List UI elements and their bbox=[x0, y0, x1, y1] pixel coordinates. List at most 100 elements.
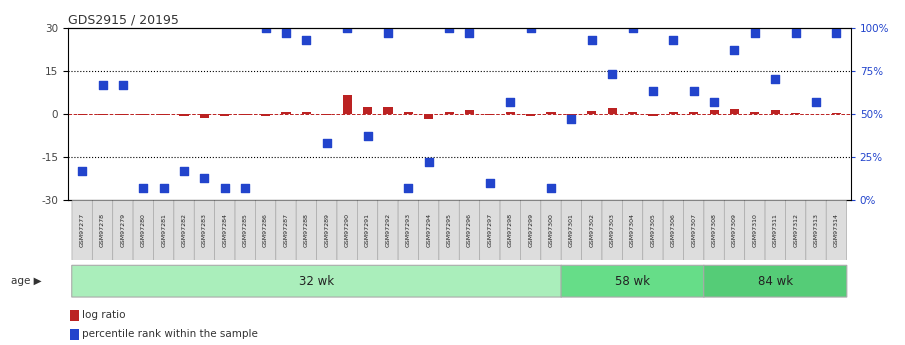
Point bbox=[176, 168, 191, 174]
Point bbox=[829, 30, 843, 36]
Text: GSM97301: GSM97301 bbox=[569, 213, 574, 247]
FancyBboxPatch shape bbox=[826, 201, 846, 260]
FancyBboxPatch shape bbox=[459, 201, 480, 260]
Bar bbox=[689, 112, 699, 114]
Text: GSM97304: GSM97304 bbox=[630, 213, 635, 247]
FancyBboxPatch shape bbox=[745, 201, 765, 260]
Text: GSM97306: GSM97306 bbox=[671, 213, 676, 247]
FancyBboxPatch shape bbox=[255, 201, 276, 260]
Text: GSM97283: GSM97283 bbox=[202, 213, 207, 247]
Bar bbox=[404, 111, 413, 114]
Point bbox=[585, 37, 599, 42]
Text: GSM97287: GSM97287 bbox=[283, 213, 289, 247]
FancyBboxPatch shape bbox=[500, 201, 520, 260]
Point bbox=[564, 116, 578, 122]
FancyBboxPatch shape bbox=[643, 201, 663, 260]
Bar bbox=[119, 114, 128, 115]
Text: GSM97313: GSM97313 bbox=[814, 213, 818, 247]
Point bbox=[687, 89, 701, 94]
Point bbox=[523, 25, 538, 30]
Point bbox=[95, 82, 110, 87]
Text: GDS2915 / 20195: GDS2915 / 20195 bbox=[68, 13, 179, 27]
Point bbox=[319, 140, 334, 146]
Bar bbox=[669, 111, 678, 114]
Bar bbox=[138, 114, 148, 115]
Text: 84 wk: 84 wk bbox=[757, 275, 793, 288]
Text: GSM97298: GSM97298 bbox=[508, 213, 513, 247]
FancyBboxPatch shape bbox=[561, 201, 582, 260]
Point bbox=[197, 175, 212, 180]
FancyBboxPatch shape bbox=[561, 265, 704, 297]
Bar bbox=[159, 114, 168, 115]
Text: GSM97312: GSM97312 bbox=[793, 213, 798, 247]
Point bbox=[748, 30, 762, 36]
Text: age ▶: age ▶ bbox=[11, 276, 42, 286]
Text: GSM97294: GSM97294 bbox=[426, 213, 431, 247]
Bar bbox=[200, 114, 209, 118]
Bar bbox=[607, 108, 617, 114]
Text: GSM97278: GSM97278 bbox=[100, 213, 105, 247]
FancyBboxPatch shape bbox=[765, 201, 786, 260]
Bar bbox=[465, 110, 474, 114]
Bar bbox=[261, 114, 271, 116]
Point bbox=[442, 25, 456, 30]
Bar bbox=[281, 112, 291, 114]
Bar bbox=[220, 114, 230, 116]
Bar bbox=[343, 95, 352, 114]
FancyBboxPatch shape bbox=[214, 201, 235, 260]
FancyBboxPatch shape bbox=[133, 201, 154, 260]
Text: GSM97280: GSM97280 bbox=[141, 213, 146, 247]
Bar bbox=[424, 114, 433, 119]
Text: GSM97288: GSM97288 bbox=[304, 213, 309, 247]
Text: GSM97300: GSM97300 bbox=[548, 213, 554, 247]
FancyBboxPatch shape bbox=[377, 201, 398, 260]
FancyBboxPatch shape bbox=[683, 201, 704, 260]
FancyBboxPatch shape bbox=[174, 201, 195, 260]
FancyBboxPatch shape bbox=[704, 265, 847, 297]
Bar bbox=[832, 113, 841, 114]
Bar bbox=[71, 329, 80, 340]
Point bbox=[809, 99, 824, 105]
Bar bbox=[750, 111, 759, 114]
Bar bbox=[444, 112, 453, 114]
FancyBboxPatch shape bbox=[235, 201, 255, 260]
Text: GSM97309: GSM97309 bbox=[732, 213, 737, 247]
Text: GSM97314: GSM97314 bbox=[834, 213, 839, 247]
FancyBboxPatch shape bbox=[195, 201, 214, 260]
Point bbox=[482, 180, 497, 186]
Point bbox=[503, 99, 518, 105]
FancyBboxPatch shape bbox=[154, 201, 174, 260]
Point bbox=[788, 30, 803, 36]
Bar bbox=[771, 110, 780, 114]
Bar bbox=[710, 110, 719, 114]
Point bbox=[116, 82, 130, 87]
Text: GSM97302: GSM97302 bbox=[589, 213, 595, 247]
Point bbox=[707, 99, 721, 105]
Text: GSM97303: GSM97303 bbox=[610, 213, 614, 247]
FancyBboxPatch shape bbox=[602, 201, 623, 260]
Point bbox=[728, 47, 742, 53]
FancyBboxPatch shape bbox=[398, 201, 418, 260]
Point bbox=[645, 89, 660, 94]
Bar bbox=[485, 114, 494, 115]
Text: GSM97285: GSM97285 bbox=[243, 213, 248, 247]
FancyBboxPatch shape bbox=[71, 265, 561, 297]
Text: GSM97305: GSM97305 bbox=[651, 213, 655, 247]
Text: GSM97295: GSM97295 bbox=[446, 213, 452, 247]
Text: GSM97282: GSM97282 bbox=[182, 213, 186, 247]
Bar bbox=[526, 114, 535, 116]
Bar bbox=[587, 111, 596, 114]
Bar bbox=[78, 114, 87, 115]
FancyBboxPatch shape bbox=[520, 201, 541, 260]
Point bbox=[136, 185, 150, 191]
Bar bbox=[628, 112, 637, 114]
Text: GSM97291: GSM97291 bbox=[365, 213, 370, 247]
Text: GSM97307: GSM97307 bbox=[691, 213, 696, 247]
FancyBboxPatch shape bbox=[623, 201, 643, 260]
FancyBboxPatch shape bbox=[276, 201, 296, 260]
Text: GSM97286: GSM97286 bbox=[263, 213, 268, 247]
Bar bbox=[322, 114, 331, 115]
Text: GSM97289: GSM97289 bbox=[324, 213, 329, 247]
Text: GSM97279: GSM97279 bbox=[120, 213, 126, 247]
FancyBboxPatch shape bbox=[296, 201, 317, 260]
